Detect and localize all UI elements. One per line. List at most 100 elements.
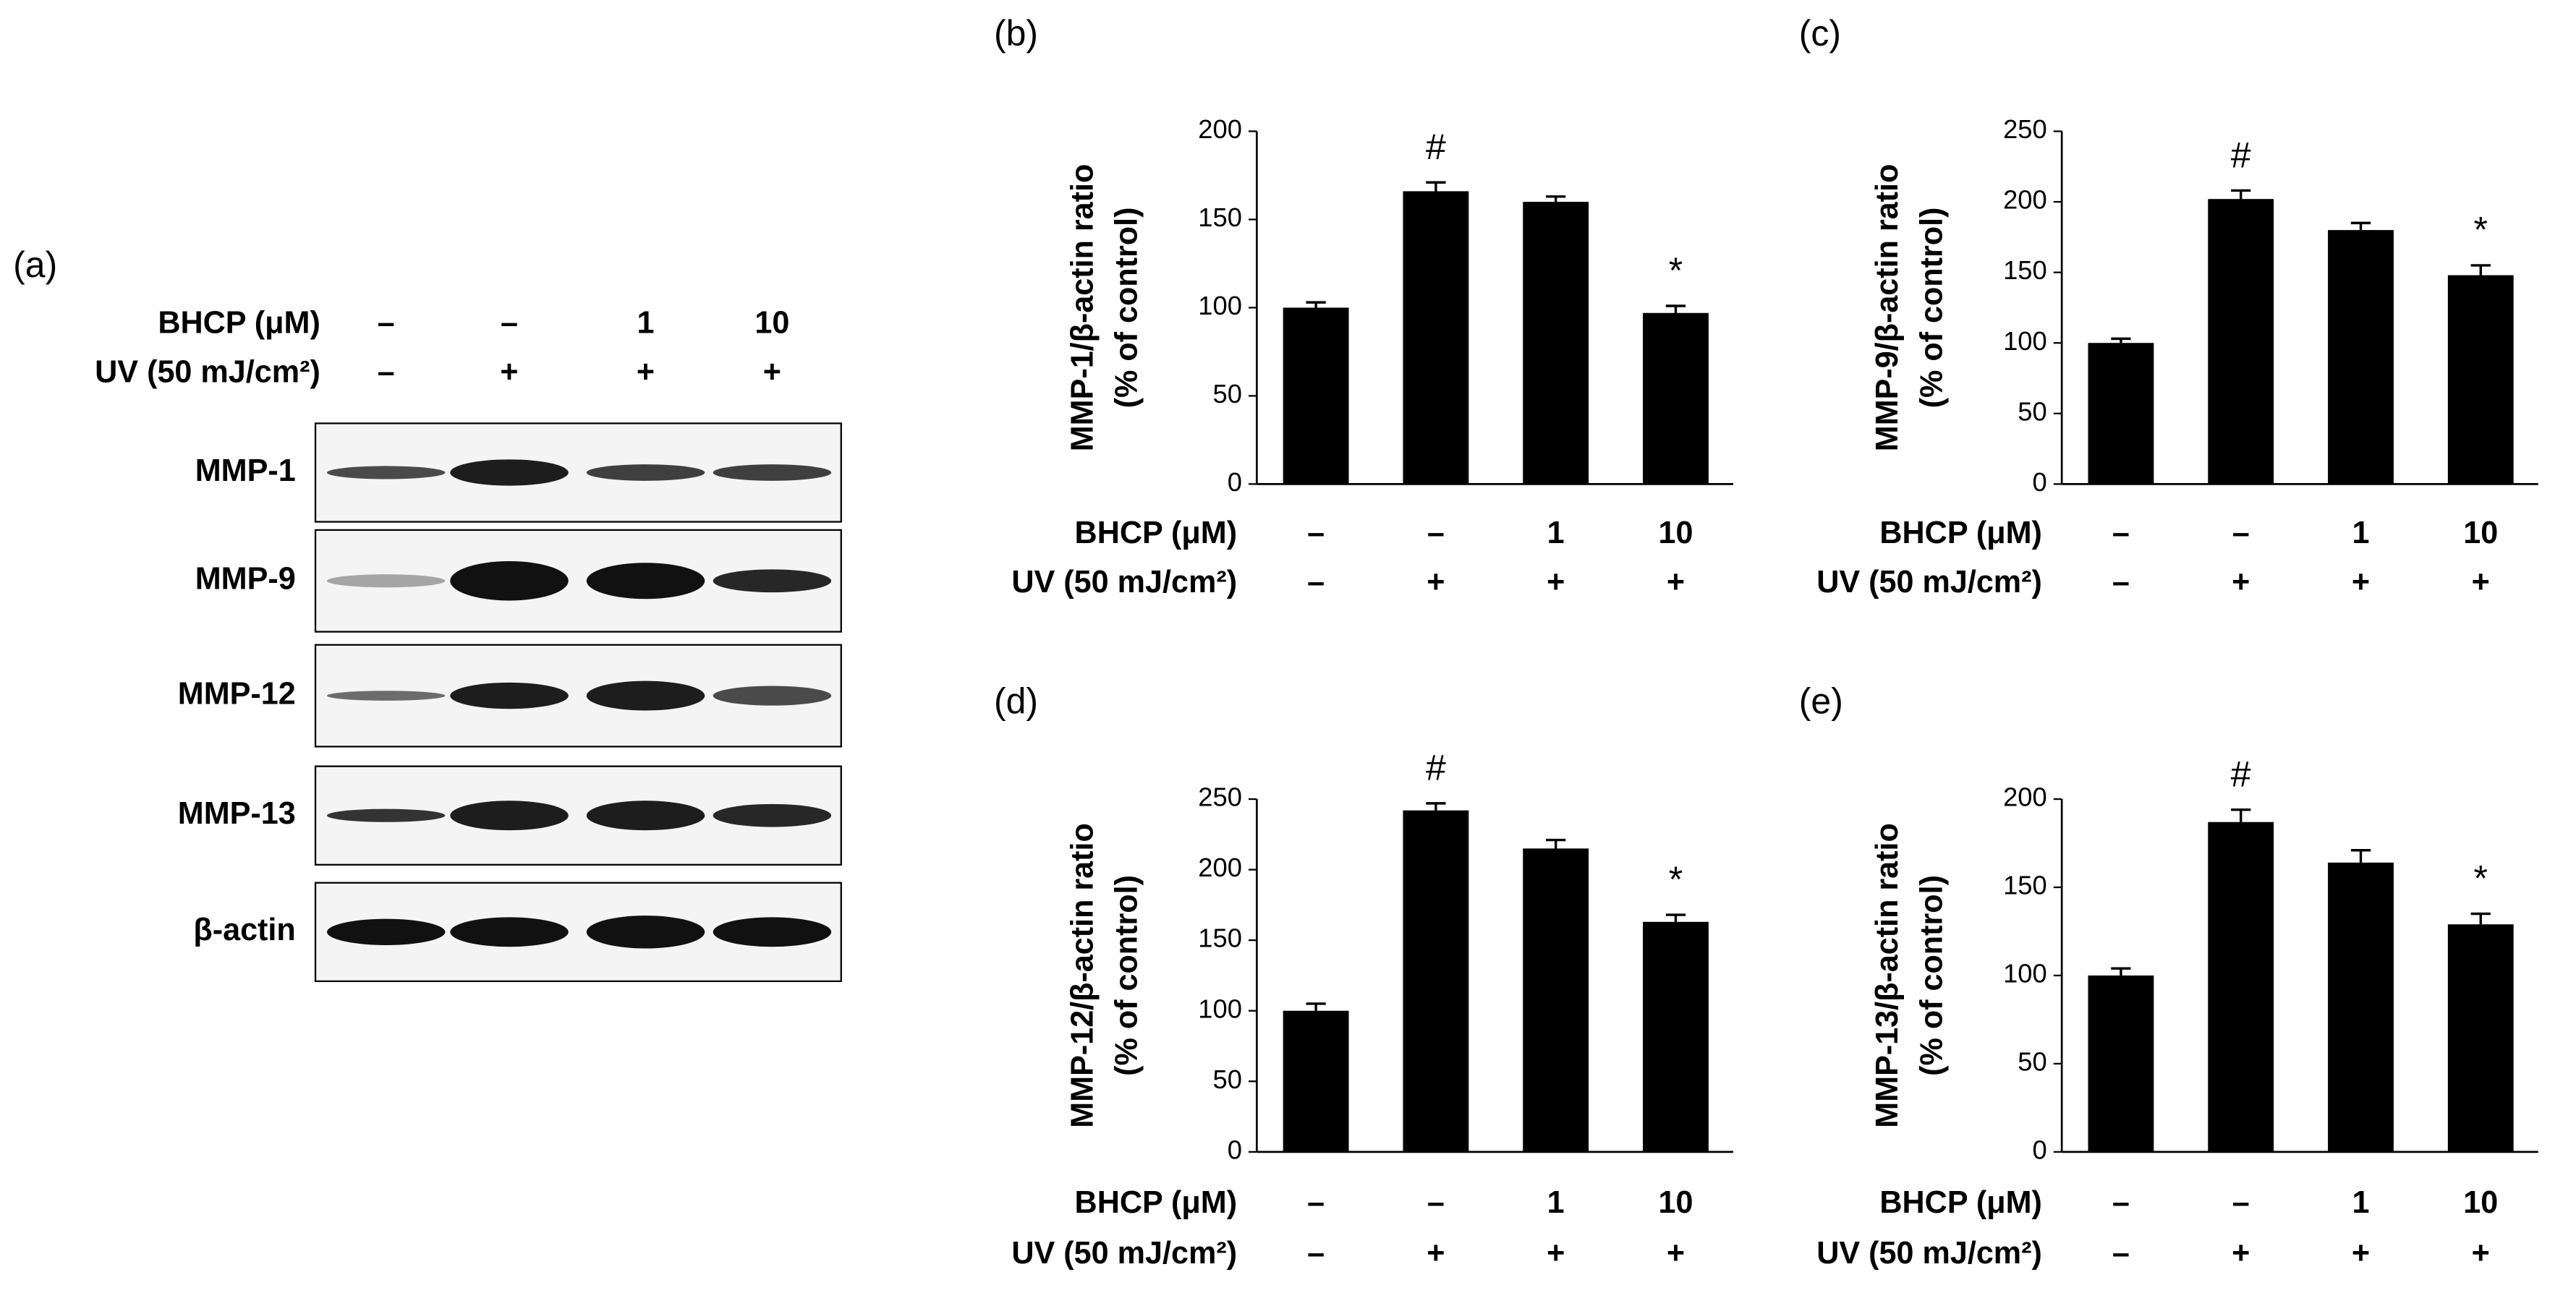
y-tick-label: 100: [1198, 291, 1242, 320]
y-tick-label: 50: [1213, 379, 1242, 409]
y-tick-label: 200: [2003, 782, 2047, 812]
significance-marker: *: [2474, 210, 2488, 250]
significance-marker: #: [1426, 748, 1446, 788]
blot-band: [713, 686, 832, 706]
treatment-label: UV (50 mJ/cm²): [1816, 565, 2042, 599]
y-tick-label: 250: [2003, 114, 2047, 144]
treatment-value: +: [1547, 1236, 1565, 1271]
bar: [1523, 848, 1589, 1152]
y-tick-label: 0: [1228, 467, 1242, 497]
blot-band: [713, 803, 832, 827]
bar: [1283, 1010, 1349, 1152]
treatment-value: +: [2472, 565, 2490, 599]
treatment-value: 1: [1547, 1185, 1565, 1220]
blot-band: [586, 464, 705, 481]
y-tick-label: 100: [2003, 326, 2047, 356]
treatment-value: +: [1427, 1236, 1445, 1271]
y-tick-label: 150: [2003, 255, 2047, 285]
error-bar: [2111, 337, 2131, 343]
error-bar: [2231, 189, 2251, 200]
protein-label: MMP-12: [178, 676, 296, 711]
blot-band: [713, 569, 832, 593]
panel-label: (b): [994, 13, 1038, 54]
bar: [2208, 199, 2274, 485]
y-tick-label: 50: [1213, 1064, 1242, 1094]
protein-label: MMP-9: [195, 562, 296, 597]
treatment-value: +: [2472, 1236, 2490, 1271]
blot-band: [586, 916, 705, 949]
bar: [2088, 975, 2154, 1152]
error-bar: [2470, 264, 2491, 276]
y-axis-label: MMP-9/β-actin ratio: [1870, 164, 1905, 452]
treatment-value: –: [1307, 516, 1325, 550]
error-bar: [2350, 221, 2371, 231]
treatment-value: –: [2112, 565, 2130, 599]
treatment-value: –: [1307, 1236, 1325, 1271]
bar: [2328, 230, 2394, 485]
y-tick-label: 250: [1198, 782, 1242, 812]
bar: [2447, 924, 2514, 1152]
treatment-value: –: [1307, 1185, 1325, 1220]
bar: [2088, 343, 2154, 485]
treatment-value: +: [1427, 565, 1445, 599]
bar: [2328, 862, 2394, 1152]
treatment-value: +: [2232, 1236, 2250, 1271]
y-axis-label: (% of control): [1914, 875, 1949, 1076]
panel-label: (d): [994, 681, 1038, 722]
treatment-value: +: [2352, 1236, 2370, 1271]
treatment-label: UV (50 mJ/cm²): [1816, 1236, 2042, 1271]
treatment-value: 1: [1547, 516, 1565, 550]
treatment-value: –: [2112, 1185, 2130, 1220]
treatment-value: –: [1427, 516, 1445, 550]
treatment-value: +: [1667, 565, 1685, 599]
y-tick-label: 0: [1228, 1135, 1242, 1164]
y-tick-label: 100: [2003, 959, 2047, 989]
treatment-value: –: [378, 306, 395, 341]
treatment-label: BHCP (μM): [1075, 516, 1238, 550]
error-bar: [1426, 181, 1446, 192]
panel-label: (c): [1799, 13, 1841, 54]
bar: [1643, 921, 1709, 1152]
treatment-value: 10: [1658, 1185, 1693, 1220]
blot-band: [326, 574, 446, 588]
treatment-value: 10: [2463, 516, 2498, 550]
blot-band: [326, 466, 446, 479]
blot-band: [586, 680, 705, 711]
bar: [1283, 307, 1349, 485]
treatment-label: BHCP (μM): [158, 306, 320, 341]
blot-band: [450, 917, 569, 947]
treatment-value: 10: [754, 306, 789, 341]
treatment-label: BHCP (μM): [1075, 1185, 1238, 1220]
bar: [2447, 275, 2514, 485]
y-axis-label: (% of control): [1110, 875, 1144, 1076]
blot-band: [713, 464, 832, 481]
y-tick-label: 200: [1198, 114, 1242, 144]
treatment-label: UV (50 mJ/cm²): [1011, 1236, 1237, 1271]
treatment-value: –: [2112, 516, 2130, 550]
treatment-label: UV (50 mJ/cm²): [95, 355, 320, 390]
significance-marker: *: [1669, 859, 1683, 900]
significance-marker: *: [1669, 250, 1683, 291]
y-tick-label: 50: [2018, 396, 2046, 426]
significance-marker: *: [2474, 858, 2488, 898]
treatment-value: +: [1667, 1236, 1685, 1271]
blot-band: [450, 801, 569, 831]
protein-label: β-actin: [193, 913, 295, 947]
panel-label: (a): [13, 244, 57, 285]
treatment-value: 1: [2352, 1185, 2369, 1220]
y-axis-label: MMP-1/β-actin ratio: [1065, 164, 1100, 452]
blot-band: [450, 682, 569, 709]
treatment-value: –: [501, 306, 518, 341]
blot-band: [450, 459, 569, 486]
bar: [1523, 202, 1589, 485]
treatment-value: –: [378, 355, 395, 390]
treatment-value: +: [763, 355, 781, 390]
y-axis-label: MMP-13/β-actin ratio: [1870, 823, 1905, 1128]
error-bar: [1306, 1002, 1326, 1011]
treatment-label: BHCP (μM): [1879, 1185, 2042, 1220]
treatment-value: 1: [637, 306, 655, 341]
y-axis-label: MMP-12/β-actin ratio: [1065, 823, 1100, 1128]
treatment-label: UV (50 mJ/cm²): [1011, 565, 1237, 599]
error-bar: [1665, 304, 1686, 313]
